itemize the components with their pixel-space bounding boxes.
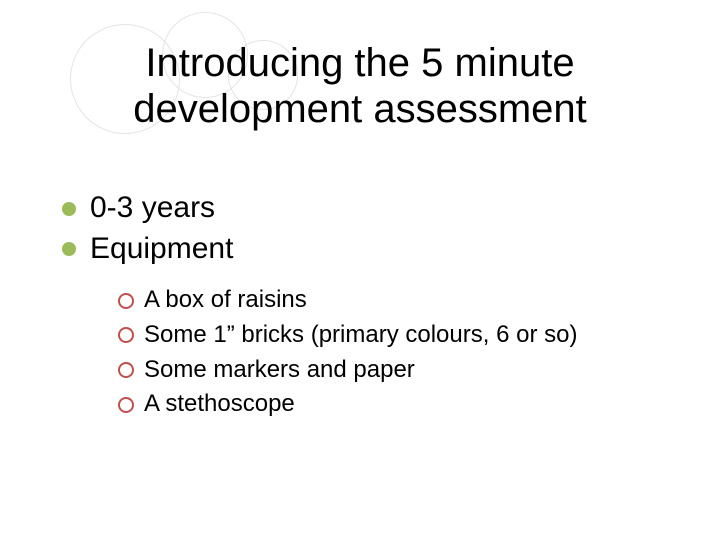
list-item: Some markers and paper	[118, 353, 680, 388]
list-item-label: 0-3 years	[90, 191, 215, 224]
list-item: 0-3 years	[62, 188, 680, 229]
list-item: A box of raisins	[118, 283, 680, 318]
list-item-label: A stethoscope	[144, 390, 295, 417]
list-item-label: Some 1” bricks (primary colours, 6 or so…	[144, 321, 577, 348]
slide-title: Introducing the 5 minute development ass…	[60, 40, 660, 132]
list-item: A stethoscope	[118, 387, 680, 422]
list-item-label: Some markers and paper	[144, 356, 415, 383]
bullet-list-level2: A box of raisins Some 1” bricks (primary…	[118, 283, 680, 422]
bullet-list-level1: 0-3 years Equipment A box of raisins Som…	[62, 188, 680, 422]
list-item-label: A box of raisins	[144, 286, 307, 313]
slide-body: 0-3 years Equipment A box of raisins Som…	[62, 188, 680, 422]
list-item: Equipment A box of raisins Some 1” brick…	[62, 229, 680, 423]
list-item-label: Equipment	[90, 232, 233, 265]
list-item: Some 1” bricks (primary colours, 6 or so…	[118, 318, 680, 353]
